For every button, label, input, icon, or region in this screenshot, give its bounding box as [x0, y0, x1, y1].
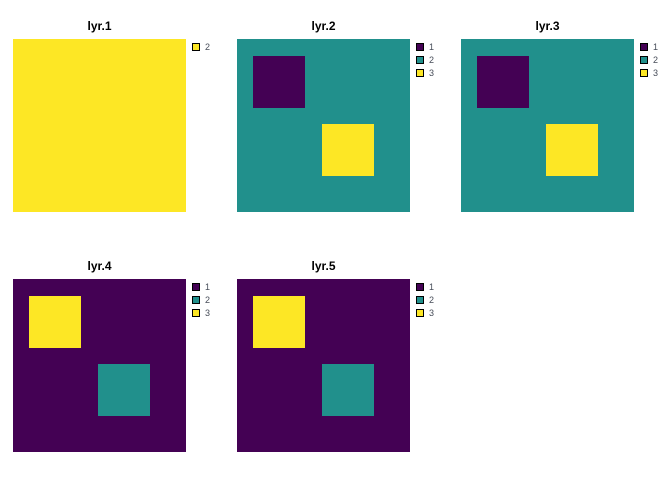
legend-label: 1	[429, 282, 435, 292]
legend-label: 2	[429, 295, 435, 305]
raster-lyr3	[461, 39, 634, 212]
panel-title-lyr2: lyr.2	[311, 19, 336, 33]
legend-swatch	[416, 296, 424, 304]
legend-swatch	[640, 69, 648, 77]
legend-lyr1: 2	[192, 43, 210, 56]
legend-swatch	[192, 43, 200, 51]
legend-swatch	[416, 309, 424, 317]
raster-block-top-left	[477, 55, 529, 108]
raster-block-middle	[322, 364, 374, 417]
legend-entry: 3	[192, 308, 211, 318]
panel-title-lyr4: lyr.4	[87, 259, 112, 273]
panel-title-lyr5: lyr.5	[311, 259, 336, 273]
raster-block-middle	[322, 124, 374, 177]
empty-cell	[448, 240, 672, 480]
panel-lyr2: lyr.2 1 2 3	[224, 0, 448, 240]
raster-block-top-left	[253, 55, 305, 108]
legend-entry: 3	[416, 308, 435, 318]
raster-lyr2	[237, 39, 410, 212]
panel-lyr5: lyr.5 1 2 3	[224, 240, 448, 480]
legend-label: 2	[429, 55, 435, 65]
legend-swatch	[192, 283, 200, 291]
legend-label: 3	[429, 68, 435, 78]
legend-entry: 1	[192, 282, 211, 292]
panel-title-lyr1: lyr.1	[87, 19, 112, 33]
panel-lyr1: lyr.1 2	[0, 0, 224, 240]
legend-label: 1	[429, 42, 435, 52]
legend-entry: 3	[416, 68, 435, 78]
legend-label: 1	[205, 282, 211, 292]
panel-lyr4: lyr.4 1 2 3	[0, 240, 224, 480]
legend-entry: 2	[192, 42, 211, 52]
legend-lyr3: 1 2 3	[640, 43, 658, 82]
legend-entry: 1	[640, 42, 659, 52]
legend-swatch	[640, 43, 648, 51]
legend-swatch	[192, 296, 200, 304]
legend-entry: 3	[640, 68, 659, 78]
raster-block-middle	[98, 364, 150, 417]
legend-entry: 2	[192, 295, 211, 305]
legend-swatch	[416, 56, 424, 64]
legend-entry: 2	[416, 295, 435, 305]
raster-block-top-left	[253, 295, 305, 348]
panel-title-lyr3: lyr.3	[535, 19, 560, 33]
legend-lyr4: 1 2 3	[192, 283, 210, 322]
raster-block-middle	[546, 124, 598, 177]
raster-lyr1	[13, 39, 186, 212]
legend-swatch	[416, 43, 424, 51]
legend-swatch	[416, 69, 424, 77]
legend-swatch	[640, 56, 648, 64]
legend-label: 3	[205, 308, 211, 318]
legend-lyr5: 1 2 3	[416, 283, 434, 322]
legend-swatch	[416, 283, 424, 291]
legend-label: 1	[653, 42, 659, 52]
legend-entry: 2	[416, 55, 435, 65]
legend-label: 2	[653, 55, 659, 65]
legend-entry: 1	[416, 282, 435, 292]
raster-lyr5	[237, 279, 410, 452]
legend-label: 3	[653, 68, 659, 78]
legend-entry: 2	[640, 55, 659, 65]
raster-block-top-left	[29, 295, 81, 348]
legend-label: 2	[205, 42, 211, 52]
panel-lyr3: lyr.3 1 2 3	[448, 0, 672, 240]
legend-label: 3	[429, 308, 435, 318]
legend-entry: 1	[416, 42, 435, 52]
legend-lyr2: 1 2 3	[416, 43, 434, 82]
legend-swatch	[192, 309, 200, 317]
raster-lyr4	[13, 279, 186, 452]
legend-label: 2	[205, 295, 211, 305]
